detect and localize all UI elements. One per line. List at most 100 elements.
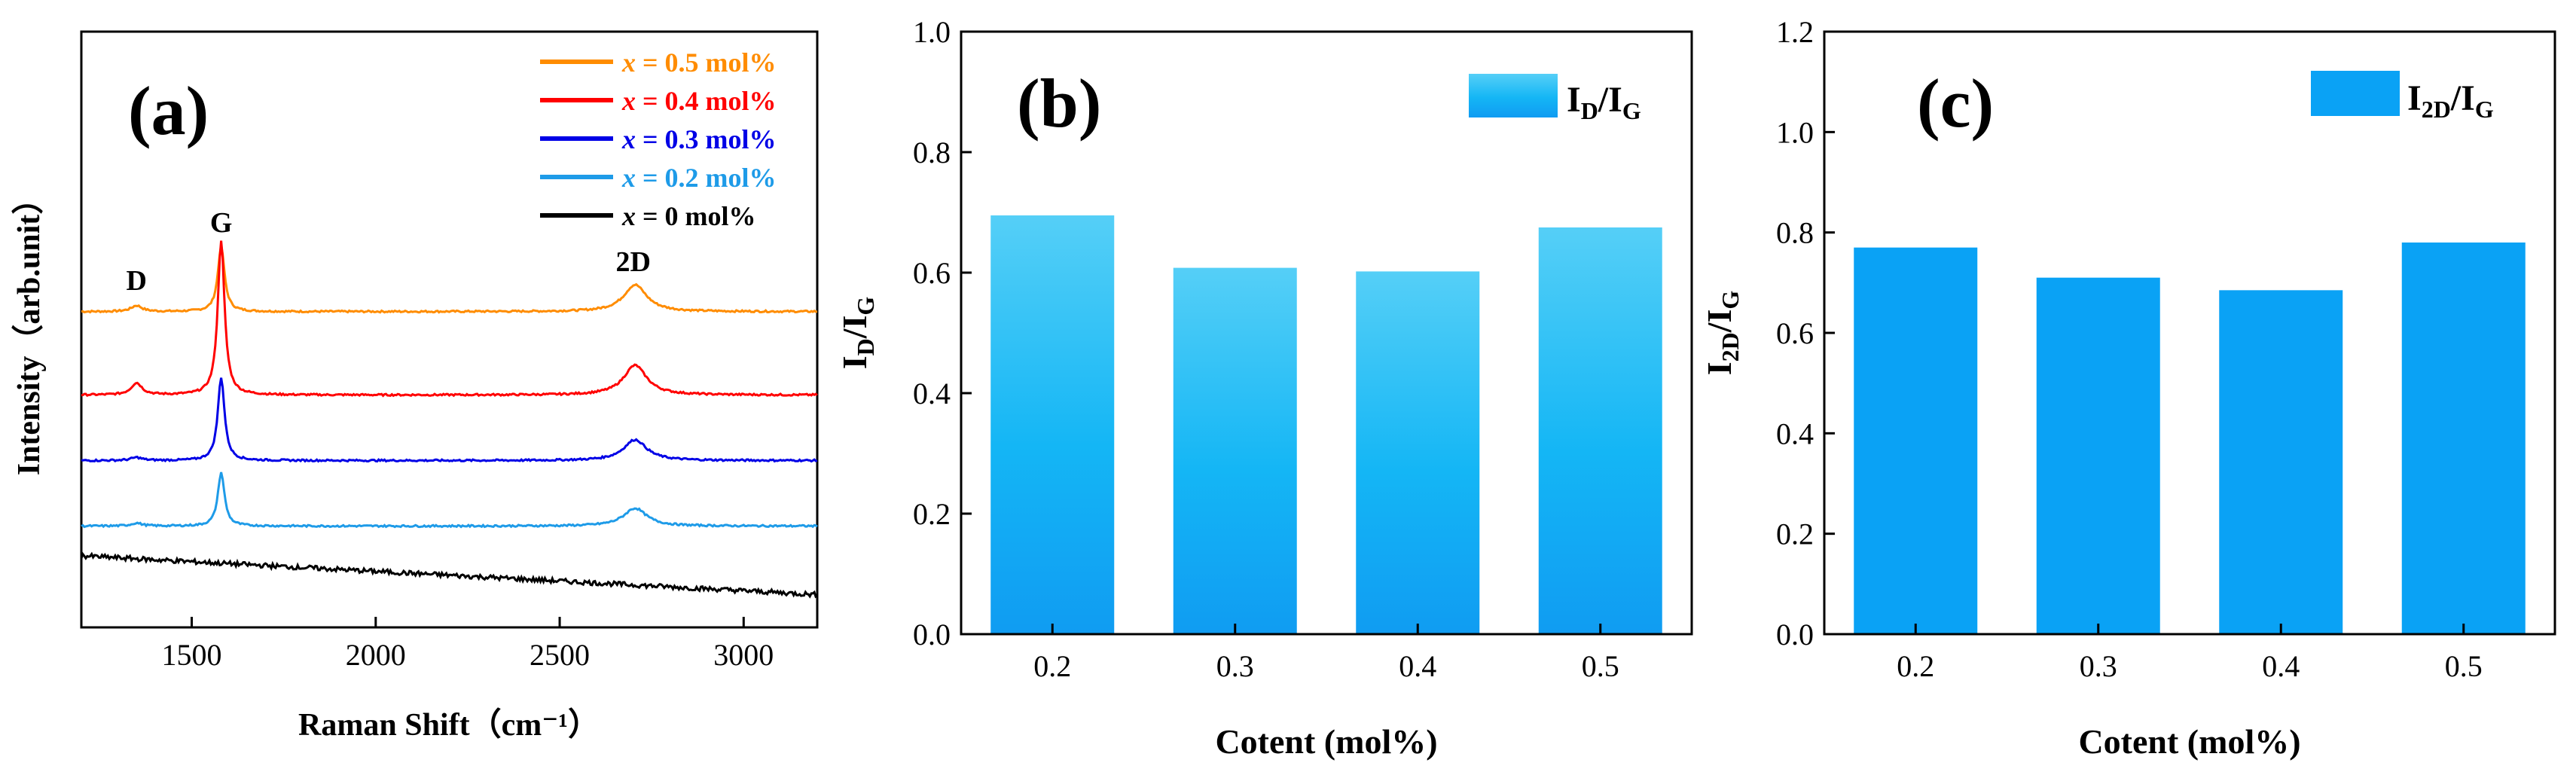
legend-label-4: x = 0 mol% [621, 201, 756, 231]
legend-value-3: = 0.2 mol% [636, 163, 777, 193]
panel-c-y-tick-label-2: 0.4 [1776, 416, 1814, 450]
panel-c-x-tick-label-0: 0.2 [1897, 649, 1934, 683]
panel-a-x-tick-label-1: 2000 [346, 638, 406, 672]
legend-var-4: x [621, 201, 636, 231]
panel-c-ylabel-slash-i: /I [1700, 310, 1738, 334]
legend-value-1: = 0.4 mol% [636, 86, 777, 116]
panel-c-ylabel-sub-2d: 2D [1717, 332, 1744, 362]
panel-a-peak-labels: D G 2D [127, 207, 651, 297]
spectrum-line-4 [80, 551, 818, 599]
panel-c-bars [1854, 243, 2526, 635]
panel-b-y-tick-label-0: 0.0 [913, 618, 951, 651]
legend-label-0: x = 0.5 mol% [621, 47, 777, 78]
panel-a-x-axis-label-main: Raman Shift [298, 708, 470, 743]
panel-c-x-tick-label-1: 0.3 [2080, 649, 2117, 683]
panel-c-bar-0.4 [2219, 290, 2343, 634]
panel-c-ylabel-i: I [1700, 362, 1738, 375]
panel-c-y-tick-label-3: 0.6 [1776, 316, 1814, 350]
panel-c-y-ticks: 0.0 0.2 0.4 0.6 0.8 1.0 1.2 [1776, 15, 1835, 651]
legend-label-3: x = 0.2 mol% [621, 163, 777, 193]
panel-b-x-tick-label-2: 0.4 [1399, 649, 1436, 683]
panel-a-traces [80, 240, 818, 599]
panel-b-x-axis-label: Cotent (mol%) [1215, 722, 1437, 761]
panel-b-ylabel-slash-i: /I [835, 316, 874, 340]
panel-b-y-ticks: 0.0 0.2 0.4 0.6 0.8 1.0 [913, 15, 972, 651]
panel-b-legend-swatch [1469, 74, 1558, 117]
panel-b-legend-sub-g: G [1622, 97, 1641, 124]
legend-value-4: = 0 mol% [636, 201, 756, 231]
panel-b-bar-0.2 [990, 215, 1115, 634]
panel-c-legend-slash-i: /I [2450, 78, 2475, 118]
panel-a-label: (a) [128, 72, 209, 149]
panel-b-bar-0.3 [1173, 267, 1297, 634]
panel-c: 0.0 0.2 0.4 0.6 0.8 1.0 1.2 0.2 0.3 0.4 0.5 (c) I… [1700, 15, 2556, 761]
panel-c-y-tick-label-1: 0.2 [1776, 517, 1814, 551]
peak-label-d: D [127, 265, 147, 297]
panel-a-x-tick-label-0: 1500 [162, 638, 222, 672]
spectrum-line-0 [81, 245, 818, 314]
panel-a-x-axis-label-unit: （cm⁻¹） [470, 707, 600, 743]
panel-a-x-tick-label-2: 2500 [530, 638, 590, 672]
panel-b-legend-i: I [1567, 80, 1581, 120]
panel-c-y-tick-label-4: 0.8 [1776, 216, 1814, 250]
panel-b-x-ticks: 0.2 0.3 0.4 0.5 [1033, 624, 1619, 683]
panel-c-legend-sub-g: G [2475, 96, 2494, 123]
panel-b-bar-0.4 [1356, 271, 1480, 634]
panel-c-legend-i: I [2407, 78, 2422, 118]
peak-label-2d: 2D [616, 246, 651, 278]
panel-b-ylabel-sub-d: D [852, 338, 879, 355]
panel-a-x-tick-label-3: 3000 [713, 638, 774, 672]
panel-a: 1500 2000 2500 3000 (a) x = 0.5 mol%x = 0.4… [11, 30, 819, 743]
panel-b-legend-sub-d: D [1581, 97, 1598, 124]
panel-c-legend-label: I2D/IG [2407, 78, 2494, 123]
panel-b-legend-label: ID/IG [1567, 80, 1641, 124]
panel-c-x-axis-label: Cotent (mol%) [2078, 722, 2300, 761]
legend-label-1: x = 0.4 mol% [621, 86, 777, 116]
legend-value-2: = 0.3 mol% [636, 124, 777, 154]
panel-c-y-tick-label-5: 1.0 [1776, 115, 1814, 149]
panel-b-y-tick-label-3: 0.6 [913, 256, 951, 290]
panel-b-x-tick-label-1: 0.3 [1216, 649, 1254, 683]
panel-b-y-tick-label-2: 0.4 [913, 377, 951, 410]
panel-c-legend-swatch [2311, 71, 2400, 116]
panel-b-y-tick-label-1: 0.2 [913, 497, 951, 531]
panel-b-y-tick-label-5: 1.0 [913, 15, 951, 49]
panel-b-x-tick-label-0: 0.2 [1033, 649, 1071, 683]
panel-c-bar-0.5 [2401, 243, 2526, 634]
panel-c-bar-0.3 [2036, 277, 2160, 634]
panel-b-label: (b) [1017, 65, 1101, 142]
panel-b-ylabel-sub-g: G [852, 297, 879, 316]
panel-c-y-tick-label-0: 0.0 [1776, 618, 1814, 651]
panel-a-frame [80, 30, 819, 629]
legend-var-0: x [621, 47, 636, 78]
spectrum-line-2 [81, 377, 818, 463]
panel-b-x-tick-label-3: 0.5 [1582, 649, 1619, 683]
legend-value-0: = 0.5 mol% [636, 47, 777, 78]
panel-c-x-tick-label-3: 0.5 [2445, 649, 2483, 683]
panel-a-y-axis-label: Intensity（arb.unit） [11, 183, 47, 476]
panel-c-bar-0.2 [1854, 247, 1978, 635]
panel-b-bar-0.5 [1538, 227, 1662, 634]
panel-c-y-tick-label-6: 1.2 [1776, 15, 1814, 49]
panel-c-y-axis-label: I2D/IG [1700, 291, 1744, 376]
spectrum-line-1 [81, 240, 818, 398]
panel-b-ylabel-i: I [835, 355, 874, 369]
panel-c-ylabel-sub-g: G [1717, 291, 1744, 310]
panel-b-legend-slash-i: /I [1598, 80, 1622, 120]
panel-b-y-tick-label-4: 0.8 [913, 136, 951, 169]
panel-c-x-ticks: 0.2 0.3 0.4 0.5 [1897, 624, 2483, 683]
panel-b: 0.00.20.40.60.81.0 0.2 0.3 0.4 0.5 (b) ID/I… [835, 15, 1693, 761]
panel-c-x-tick-label-2: 0.4 [2262, 649, 2300, 683]
panel-a-x-ticks: 1500 2000 2500 3000 [162, 617, 774, 672]
panel-c-label: (c) [1917, 65, 1994, 142]
legend-var-3: x [621, 163, 636, 193]
legend-var-2: x [621, 124, 636, 154]
spectrum-line-3 [81, 471, 818, 529]
panel-b-frame [960, 30, 1693, 636]
panel-b-bars [990, 215, 1662, 634]
panel-b-y-axis-label: ID/IG [835, 297, 879, 370]
peak-label-g: G [210, 207, 233, 239]
panel-a-legend: x = 0.5 mol%x = 0.4 mol%x = 0.3 mol%x = … [540, 47, 777, 231]
panel-c-legend-sub-2d: 2D [2422, 96, 2451, 123]
